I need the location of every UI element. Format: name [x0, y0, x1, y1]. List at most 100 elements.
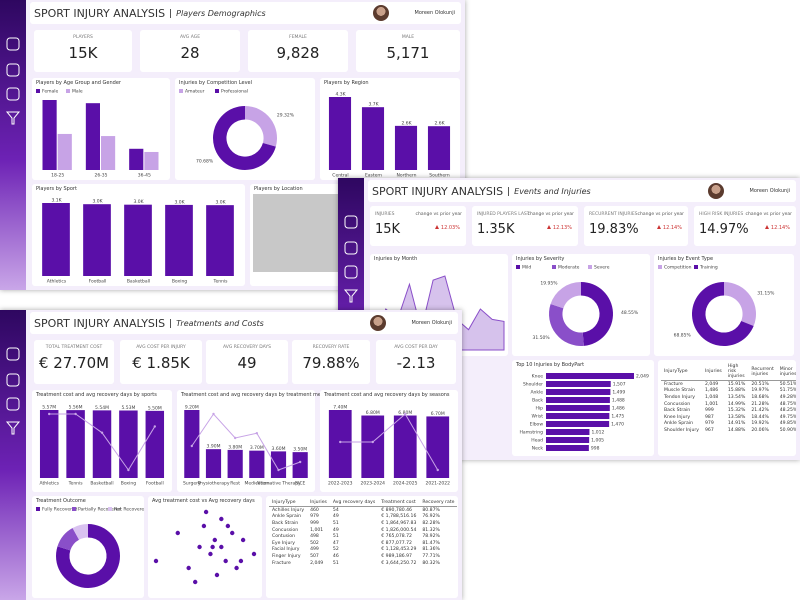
- line-marker: [255, 432, 259, 435]
- kpi-label: AVG AGE: [179, 35, 201, 40]
- kpi-card: TOTAL TREATMENT COST € 27.70M: [34, 340, 114, 384]
- x-tick-label: 18-25: [51, 173, 64, 179]
- table-row: Fracture 2,049 15.91% 20.51% 50.51%: [661, 381, 796, 388]
- chart-title: Top 10 Injuries by BodyPart: [516, 362, 585, 368]
- table-row: Back Strain 999 15.32% 21.42% 48.25%: [661, 407, 796, 414]
- nav-icon: [5, 421, 21, 435]
- legend-swatch: [108, 507, 112, 511]
- chart-panel: Avg treatment cost vs Avg recovery days: [148, 496, 262, 598]
- table-row: Tendon Injury 1,048 13.54% 18.68% 49.28%: [661, 394, 796, 401]
- x-tick-label: Northern: [397, 173, 417, 179]
- data-label: 2,049: [636, 374, 649, 380]
- nav-icon: [6, 37, 20, 51]
- bar: [144, 151, 159, 170]
- table-row: Ankle Sprain 979 14.91% 19.92% 49.85%: [661, 421, 796, 428]
- table-row: Contusion 498 51 € 765,078.72 78.92%: [269, 533, 457, 540]
- donut-slice: [549, 304, 584, 346]
- column-header: Avg recovery days: [329, 499, 379, 507]
- table-cell: 54: [332, 507, 339, 513]
- avatar: [373, 5, 389, 21]
- chart-title: Players by Sport: [36, 186, 77, 192]
- table-cell: 51: [332, 520, 339, 526]
- donut-slice: [724, 282, 756, 327]
- data-label: 29.32%: [277, 113, 295, 119]
- sidebar: [0, 310, 26, 600]
- data-label: 3.50M: [293, 447, 307, 453]
- column-header: Minor injuries: [776, 363, 796, 381]
- bar: [426, 416, 450, 478]
- legend-label: Competition: [664, 265, 692, 271]
- data-label: 5.57M: [42, 405, 56, 411]
- table-cell: 21.28%: [751, 401, 769, 407]
- kpi-change-label: change vs prior year: [637, 212, 684, 217]
- table-cell: 2,049: [704, 381, 719, 387]
- bar: [546, 445, 589, 451]
- table-cell: Eye Injury: [272, 540, 295, 546]
- line: [340, 413, 439, 471]
- legend-label: Male: [72, 89, 83, 95]
- kpi-value: 49: [237, 354, 257, 372]
- table-cell: 18.68%: [751, 394, 769, 400]
- table-cell: 15.91%: [727, 381, 746, 387]
- kpi-card: INJURED PLAYERS LAST 1.35K change vs prior…: [472, 206, 578, 246]
- table-cell: 18.44%: [751, 414, 769, 420]
- line-marker: [339, 440, 342, 444]
- x-tick-label: 2023-2024: [360, 481, 385, 487]
- column-header: Injuries: [701, 363, 725, 381]
- line-marker: [404, 412, 407, 416]
- donut-slice: [245, 106, 277, 147]
- data-table: InjuryType Injuries Avg recovery days Treat…: [269, 499, 458, 567]
- kpi-card: AVG COST PER DAY -2.13: [376, 340, 456, 384]
- x-tick-label: 2022-2023: [328, 481, 353, 487]
- legend-swatch: [588, 265, 592, 269]
- table-cell: 979: [310, 514, 319, 520]
- table-cell: 48.75%: [779, 401, 796, 407]
- column-header: Injuries: [307, 499, 330, 507]
- legend-label: Moderate: [558, 265, 580, 271]
- chart-title: Players by Location: [254, 186, 303, 192]
- table-cell: Finger Injury: [272, 553, 301, 559]
- dashboard: SPORT INJURY ANALYSIS Treatments and Cost…: [0, 310, 462, 600]
- data-label: 19.95%: [540, 281, 558, 287]
- line-marker: [277, 468, 280, 472]
- table-cell: Concussion: [272, 527, 299, 533]
- kpi-label: INJURED PLAYERS LAST: [477, 212, 530, 217]
- table-cell: Fracture: [664, 381, 683, 387]
- kpi-card: RECOVERY RATE 79.88%: [292, 340, 370, 384]
- chart-title: Injuries by Competition Level: [179, 80, 253, 86]
- table-cell: 51: [332, 534, 339, 540]
- header: SPORT INJURY ANALYSIS Treatments and Cost…: [30, 312, 458, 334]
- table-cell: 82.28%: [422, 520, 440, 526]
- x-tick-label: RICE: [295, 481, 306, 487]
- kpi-card: INJURIES 15K change vs prior year 12.03%: [370, 206, 466, 246]
- chart-title: Injuries by Month: [374, 256, 418, 262]
- y-tick-label: Hamstring: [520, 430, 544, 436]
- x-tick-label: Surgery: [183, 481, 201, 487]
- kpi-label: AVG RECOVERY DAYS: [222, 345, 272, 350]
- bar: [394, 125, 418, 170]
- y-tick-label: Wrist: [532, 414, 544, 420]
- bar: [145, 410, 165, 478]
- donut-slice: [57, 527, 80, 551]
- kpi-card: HIGH RISK INJURIES 14.97% change vs prior …: [694, 206, 796, 246]
- kpi-label: RECURRENT INJURIES: [589, 212, 638, 217]
- nav-icon: [344, 215, 358, 229]
- table-row: Fracture 2,049 51 € 3,644,250.72 80.32%: [269, 560, 457, 567]
- table-cell: 52: [332, 547, 339, 553]
- data-label: 5.53M: [121, 405, 135, 411]
- x-tick-label: Rest: [230, 481, 240, 487]
- bar: [270, 451, 287, 478]
- bar: [546, 389, 611, 395]
- nav-icon: [6, 87, 20, 101]
- table-cell: 13.54%: [727, 394, 746, 400]
- table-row: Back Strain 999 51 € 1,864,967.83 82.28%: [269, 520, 457, 527]
- nav-icons: [5, 37, 21, 125]
- table-cell: 14.99%: [727, 401, 746, 407]
- dashboard-title: SPORT INJURY ANALYSIS: [372, 184, 504, 198]
- nav-icon: [6, 373, 20, 387]
- table-cell: Back Strain: [272, 520, 299, 526]
- kpi-label: HIGH RISK INJURIES: [699, 212, 744, 217]
- table-cell: Ankle Sprain: [664, 421, 694, 427]
- chart-panel: Treatment Outcome Fully Recovered Partiall…: [32, 496, 144, 598]
